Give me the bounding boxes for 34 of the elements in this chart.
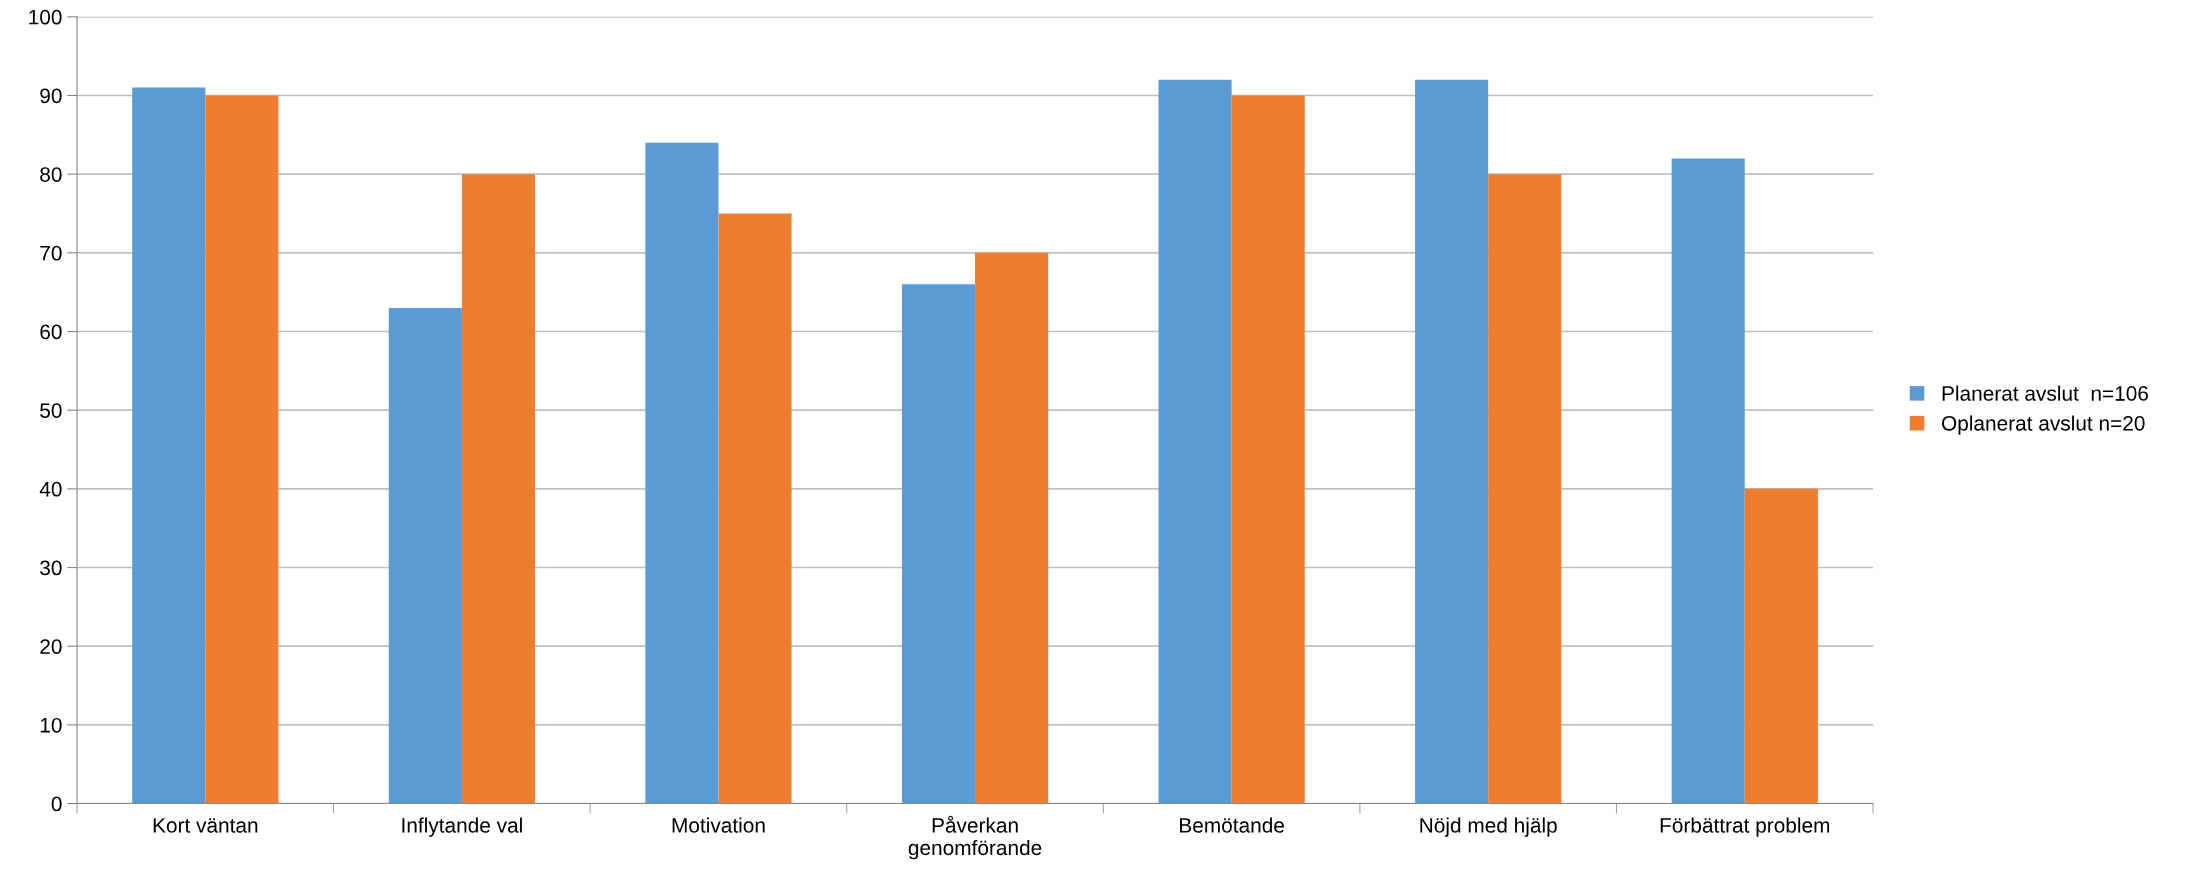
x-tick-label: Förbättrat problem <box>1660 817 1830 837</box>
x-tick-label: Motivation <box>672 817 765 833</box>
bar <box>132 87 206 804</box>
bar <box>205 95 279 804</box>
bar <box>461 174 536 804</box>
y-tick-label: 20 <box>40 639 62 654</box>
y-tick-label: 30 <box>40 560 62 576</box>
bar <box>645 142 719 804</box>
y-tick-label: 60 <box>40 324 62 340</box>
bar <box>1744 488 1818 804</box>
bar <box>1158 79 1232 804</box>
bar <box>1671 158 1745 804</box>
bar <box>718 213 792 804</box>
y-tick-label: 70 <box>40 245 62 261</box>
bar <box>1231 95 1305 804</box>
legend-label: Oplanerat avslut n=20 <box>1942 415 2145 435</box>
y-tick-label: 40 <box>39 481 62 497</box>
bar <box>388 307 462 804</box>
x-tick-label: Bemötande <box>1180 817 1284 833</box>
y-tick-label: 100 <box>29 9 62 25</box>
bar <box>1415 79 1489 804</box>
bar <box>1488 174 1562 804</box>
x-tick-label: Inflytande val <box>402 817 522 837</box>
y-tick-label: 10 <box>40 717 62 733</box>
y-tick-label: 90 <box>40 88 62 104</box>
y-tick-label: 0 <box>51 796 62 812</box>
y-tick-label: 80 <box>40 167 62 182</box>
x-tick-label: Påverkan genomförande <box>908 815 1042 860</box>
legend-label: Planerat avslut n=106 <box>1942 385 2148 401</box>
x-tick-label: Kort väntan <box>153 818 258 833</box>
y-tick-label: 50 <box>40 403 62 418</box>
bar <box>901 284 976 804</box>
x-tick-label: Nöjd med hjälp <box>1420 817 1557 837</box>
bar <box>975 252 1049 804</box>
